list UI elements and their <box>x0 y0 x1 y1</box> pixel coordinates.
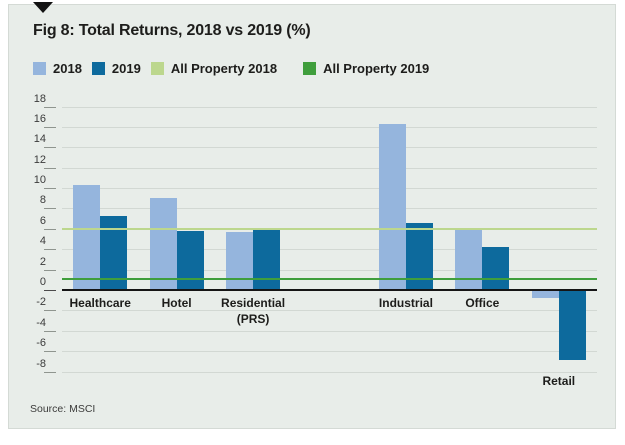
y-gridline <box>62 147 597 148</box>
y-axis-tick <box>44 208 56 209</box>
bar-2018-hotel <box>149 198 177 290</box>
category-label: Industrial <box>378 296 433 310</box>
legend-item-2018: 2018 <box>33 61 82 76</box>
y-axis-tick-label: 18 <box>33 93 46 105</box>
bar-2019-office <box>482 247 510 290</box>
y-axis-tick <box>44 372 56 373</box>
legend-label: 2019 <box>111 61 141 76</box>
bar-2019-hotel <box>176 230 204 290</box>
legend-item-all-property-2018: All Property 2018 <box>150 61 278 76</box>
y-axis-tick <box>44 127 56 128</box>
category-label: Office <box>465 296 500 310</box>
y-gridline <box>62 107 597 108</box>
legend-swatch-2018 <box>33 62 46 75</box>
legend-label: All Property 2019 <box>323 61 430 76</box>
y-gridline <box>62 331 597 332</box>
y-axis-tick <box>44 270 56 271</box>
y-axis-tick <box>44 331 56 332</box>
zero-axis-line <box>62 289 597 291</box>
reference-line-all-property-2019 <box>62 278 597 280</box>
source-note: Source: MSCI <box>30 403 96 415</box>
y-axis-tick-label: -8 <box>36 358 46 370</box>
bar-2018-residential-prs <box>226 231 254 290</box>
bar-2018-retail <box>531 291 559 299</box>
y-axis-tick <box>44 229 56 230</box>
reference-line-all-property-2018 <box>62 228 597 230</box>
y-axis-tick-label: 16 <box>33 113 46 125</box>
y-axis-tick-label: -6 <box>36 337 46 349</box>
figure-marker-triangle-icon <box>33 2 53 13</box>
y-gridline <box>62 270 597 271</box>
y-gridline <box>62 372 597 373</box>
y-gridline <box>62 310 597 311</box>
y-axis-tick <box>44 351 56 352</box>
y-gridline <box>62 351 597 352</box>
y-axis-tick <box>44 107 56 108</box>
category-label: Healthcare <box>69 296 131 310</box>
legend-swatch-all-property-2019 <box>303 62 317 75</box>
y-axis-tick-label: -4 <box>36 317 46 329</box>
category-label: Retail <box>542 374 576 388</box>
bar-2018-healthcare <box>73 185 101 290</box>
y-axis-tick-label: 10 <box>33 174 46 186</box>
category-label: Residential (PRS) <box>221 296 286 326</box>
y-gridline <box>62 208 597 209</box>
y-axis-tick <box>44 290 56 291</box>
chart-legend: 2018 2019 All Property 2018 All Property… <box>33 61 429 76</box>
y-axis-tick-label: 4 <box>39 235 46 247</box>
bar-2019-residential-prs <box>253 229 281 290</box>
y-axis-tick-label: 2 <box>39 256 46 268</box>
y-gridline <box>62 168 597 169</box>
category-label: Hotel <box>161 296 192 310</box>
y-gridline <box>62 188 597 189</box>
legend-swatch-2019 <box>91 62 105 75</box>
legend-swatch-all-property-2018 <box>150 62 164 75</box>
y-axis-tick-label: 14 <box>33 133 46 145</box>
bar-2018-industrial <box>378 123 406 290</box>
legend-label: 2018 <box>53 61 82 76</box>
y-axis-tick <box>44 310 56 311</box>
bar-2018-office <box>455 229 483 290</box>
y-axis-tick <box>44 188 56 189</box>
chart-title: Fig 8: Total Returns, 2018 vs 2019 (%) <box>33 22 311 39</box>
y-axis-tick-label: 8 <box>39 194 46 206</box>
y-gridline <box>62 127 597 128</box>
legend-item-all-property-2019: All Property 2019 <box>303 61 429 76</box>
legend-item-2019: 2019 <box>91 61 141 76</box>
bar-2019-retail <box>558 291 586 361</box>
y-axis-tick <box>44 147 56 148</box>
y-axis-tick-label: 6 <box>39 215 46 227</box>
y-axis-tick-label: -2 <box>36 296 46 308</box>
y-axis-tick <box>44 168 56 169</box>
bar-2019-healthcare <box>100 215 128 290</box>
y-axis-tick <box>44 249 56 250</box>
y-axis-tick-label: 12 <box>33 154 46 166</box>
legend-label: All Property 2018 <box>170 61 278 76</box>
y-gridline <box>62 249 597 250</box>
y-axis-tick-label: 0 <box>39 276 46 288</box>
